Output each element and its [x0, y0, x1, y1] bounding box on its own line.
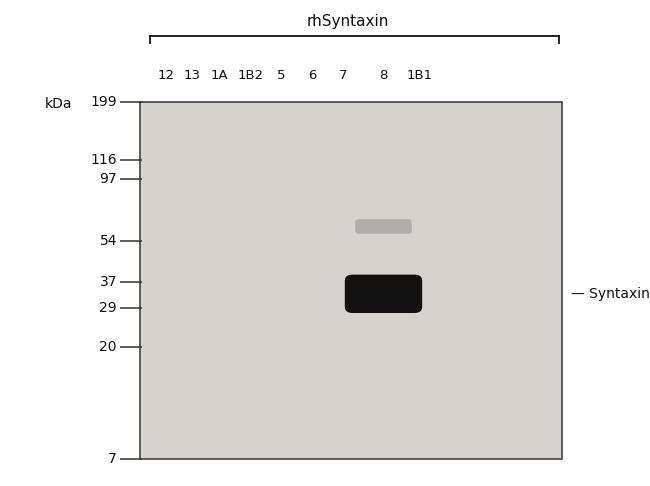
Text: 1B2: 1B2 — [237, 69, 263, 82]
FancyBboxPatch shape — [344, 275, 422, 313]
Text: 13: 13 — [183, 69, 200, 82]
Text: 8: 8 — [380, 69, 387, 82]
Text: 6: 6 — [308, 69, 316, 82]
Text: 5: 5 — [277, 69, 286, 82]
Text: — Syntaxin 8: — Syntaxin 8 — [571, 287, 650, 301]
Text: 116: 116 — [90, 153, 117, 167]
Text: 54: 54 — [99, 234, 117, 248]
Text: 37: 37 — [99, 275, 117, 289]
Text: kDa: kDa — [45, 98, 72, 111]
Text: 20: 20 — [99, 340, 117, 354]
Text: 7: 7 — [109, 452, 117, 466]
Text: 199: 199 — [90, 95, 117, 109]
Text: 1A: 1A — [211, 69, 229, 82]
Bar — [140, 102, 562, 459]
Text: 1B1: 1B1 — [406, 69, 432, 82]
Text: 97: 97 — [99, 172, 117, 186]
Text: rhSyntaxin: rhSyntaxin — [307, 15, 389, 29]
Text: 12: 12 — [157, 69, 174, 82]
Text: 7: 7 — [339, 69, 348, 82]
FancyBboxPatch shape — [355, 219, 412, 234]
Text: 29: 29 — [99, 300, 117, 314]
